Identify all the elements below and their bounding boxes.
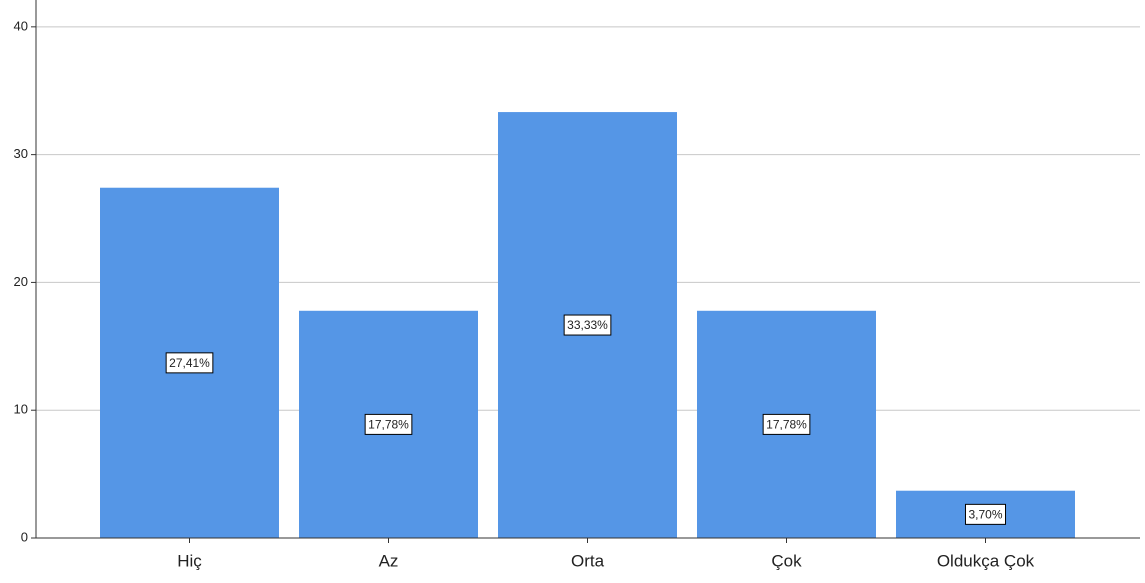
y-tick-label: 20 (14, 274, 28, 289)
x-tick-label: Çok (771, 551, 802, 570)
y-tick-label: 10 (14, 402, 28, 417)
value-label: 33,33% (567, 318, 608, 332)
y-tick-label: 0 (21, 529, 28, 544)
x-tick-label: Az (379, 551, 399, 570)
value-label-box (964, 503, 1007, 525)
x-tick-label: Orta (571, 551, 605, 570)
value-label: 27,41% (169, 356, 210, 370)
x-tick-label: Oldukça Çok (937, 551, 1035, 570)
value-label-box (364, 413, 413, 435)
x-tick-label: Hiç (177, 551, 202, 570)
value-label: 17,78% (766, 418, 807, 432)
value-label-box (762, 413, 811, 435)
y-tick-label: 30 (14, 146, 28, 161)
value-label-box (165, 352, 214, 374)
value-label-box (563, 314, 612, 336)
value-label: 17,78% (368, 418, 409, 432)
y-tick-label: 40 (14, 18, 28, 33)
value-label: 3,70% (968, 508, 1002, 522)
